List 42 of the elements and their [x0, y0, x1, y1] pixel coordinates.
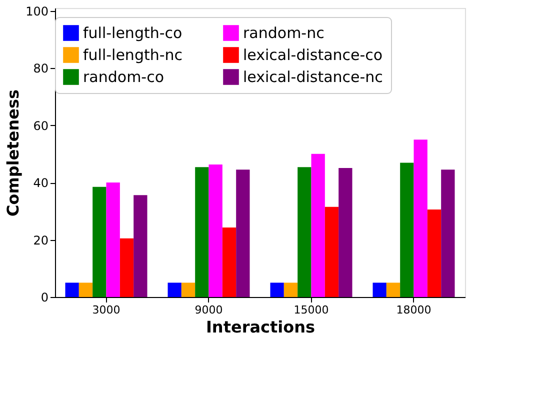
- bar: [441, 170, 455, 297]
- y-tick-label: 60: [33, 118, 48, 133]
- bar: [134, 195, 148, 297]
- y-tick-label: 40: [33, 176, 48, 190]
- bar: [65, 282, 79, 297]
- x-tick-label: 9000: [194, 304, 223, 316]
- x-tick-label: 18000: [396, 304, 432, 316]
- bar: [372, 282, 386, 297]
- x-axis-title: Interactions: [206, 318, 316, 336]
- y-tick-label: 20: [33, 233, 48, 248]
- y-tick-label: 0: [40, 290, 48, 304]
- legend-label: full-length-co: [83, 24, 182, 42]
- y-tick-label: 100: [26, 4, 48, 18]
- bar: [386, 282, 400, 297]
- bar: [270, 282, 284, 297]
- bar: [181, 282, 196, 297]
- bar: [236, 170, 250, 297]
- legend-label: random-nc: [243, 24, 324, 42]
- bar: [311, 154, 325, 297]
- bar: [78, 282, 93, 297]
- legend-label: random-co: [83, 68, 164, 86]
- bar: [222, 227, 236, 297]
- bar: [208, 164, 222, 297]
- bar: [324, 206, 339, 297]
- bar: [414, 140, 428, 297]
- y-tick-label: 80: [33, 62, 48, 76]
- bar: [120, 238, 134, 297]
- bar: [168, 282, 182, 297]
- bar: [92, 186, 106, 297]
- bar: [298, 167, 312, 297]
- legend-label: lexical-distance-co: [243, 46, 383, 64]
- legend-label: lexical-distance-nc: [243, 68, 383, 86]
- bar: [338, 168, 352, 297]
- bar: [284, 282, 298, 297]
- bar: [106, 182, 120, 297]
- bar: [195, 167, 209, 297]
- bar: [400, 162, 414, 297]
- bar: [427, 209, 442, 297]
- y-axis-title: Completeness: [4, 90, 23, 216]
- legend-label: full-length-nc: [83, 46, 183, 64]
- x-tick-label: 15000: [294, 304, 329, 316]
- x-tick-label: 3000: [92, 304, 120, 316]
